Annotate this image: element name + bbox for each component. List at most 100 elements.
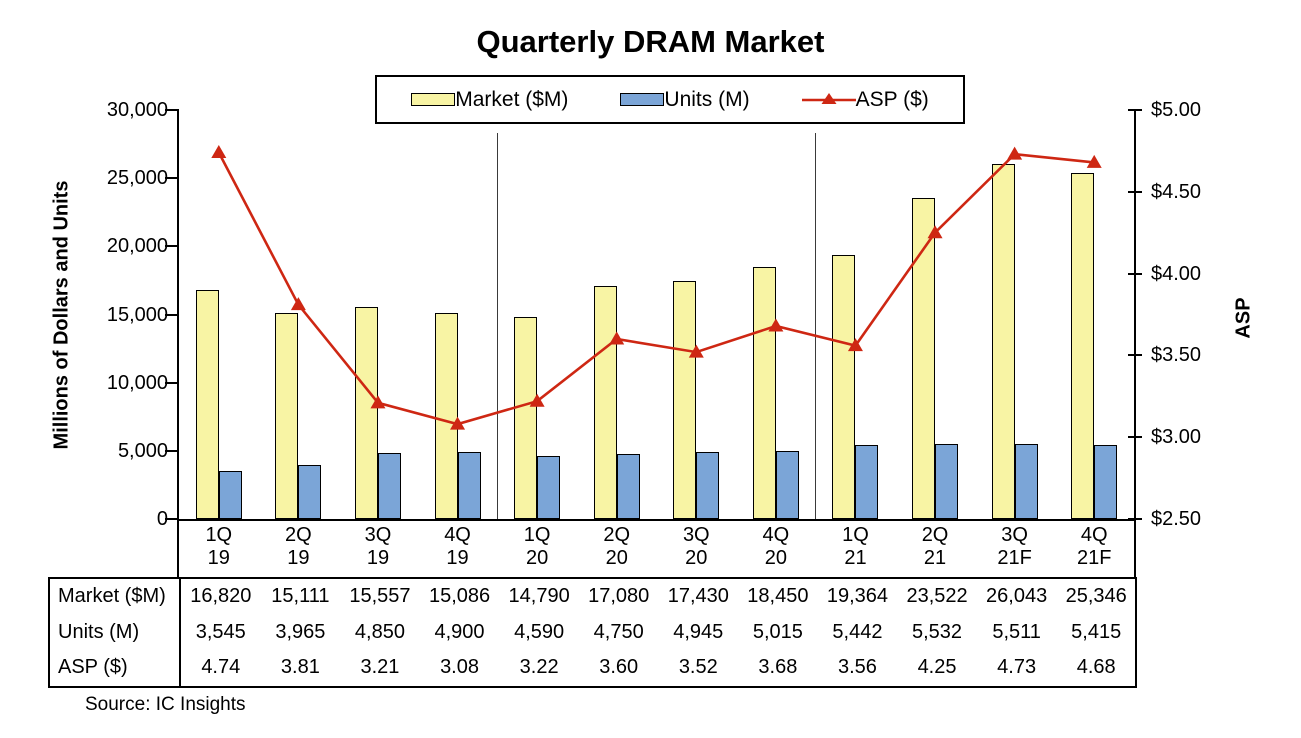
right-axis-tick-label: $5.00 [1151, 99, 1202, 121]
left-axis-tick-label: 5,000 [117, 439, 168, 462]
table-cell: 15,111 [271, 585, 330, 607]
legend: Market ($M) Units (M) ASP ($) [375, 75, 965, 124]
right-axis-tick-label: $4.50 [1151, 180, 1202, 203]
x-axis-label: 1Q 20 [523, 524, 551, 569]
units-bar [537, 456, 561, 519]
left-axis-tick-mark [165, 109, 179, 111]
legend-units-label: Units (M) [664, 87, 750, 111]
legend-market-label: Market ($M) [455, 87, 569, 111]
table-cell: 4,850 [354, 620, 405, 643]
table-cell: 3.08 [440, 656, 479, 679]
table-cell: 3.81 [280, 656, 320, 679]
table-cell: 3.60 [599, 656, 639, 679]
x-axis-label: 3Q 21F [997, 524, 1032, 569]
units-bar [1094, 445, 1118, 519]
table-cell: 15,086 [428, 585, 491, 607]
market-bar [1071, 173, 1095, 519]
plot-inner [179, 110, 1134, 519]
chart-title: Quarterly DRAM Market [476, 24, 825, 59]
right-axis-tick-label: $3.00 [1151, 426, 1202, 449]
data-table: Market ($M) 16,820 15,111 15,557 15,086 14,79… [48, 577, 1137, 688]
asp-point [211, 145, 227, 159]
asp-line [211, 145, 1102, 430]
legend-item-market: Market ($M) [411, 88, 568, 112]
left-axis-tick-label: 10,000 [106, 371, 168, 394]
units-bar [616, 454, 640, 519]
x-axis-label: 4Q 19 [444, 524, 471, 569]
table-cell: 3,545 [195, 620, 246, 643]
right-axis-tick-label: $4.00 [1151, 262, 1202, 285]
right-axis-title: ASP [1232, 297, 1255, 339]
x-axis-label: 3Q 19 [364, 524, 392, 569]
table-cell: 3.68 [758, 656, 798, 679]
table-cell: 3,965 [275, 620, 326, 643]
table-cell: 17,080 [588, 585, 650, 607]
units-bar [775, 450, 799, 519]
table-cell: 4,900 [434, 620, 485, 643]
market-bar [275, 313, 299, 519]
table-label-divider [179, 579, 181, 686]
left-axis-tick-mark [165, 381, 179, 384]
plot-area [177, 110, 1136, 521]
right-axis-tick-mark [1128, 109, 1142, 111]
left-axis-tick-mark [165, 518, 179, 520]
table-cell: 4.68 [1076, 656, 1116, 679]
left-axis-tick-label: 30,000 [106, 99, 168, 121]
table-cell: 25,346 [1065, 585, 1127, 607]
units-bar [218, 470, 242, 519]
market-bar [354, 306, 378, 519]
asp-point [609, 331, 625, 345]
table-cell: 5,532 [912, 620, 963, 643]
units-bar [935, 443, 959, 519]
market-bar [673, 281, 697, 519]
table-cell: 18,450 [747, 585, 809, 607]
right-axis-tick-label: $2.50 [1151, 508, 1202, 530]
x-axis-label: 1Q 19 [205, 524, 233, 569]
legend-item-asp: ASP ($) [801, 88, 929, 112]
x-axis-label: 3Q 20 [682, 524, 710, 569]
table-cell: 4.74 [201, 656, 241, 679]
x-axis-label: 4Q 21F [1076, 524, 1112, 569]
units-bar [377, 452, 401, 519]
table-cell: 15,557 [349, 585, 411, 607]
asp-point [847, 338, 863, 352]
asp-point [1086, 154, 1102, 168]
asp-point [290, 297, 306, 311]
table-cell: 4,590 [514, 620, 565, 643]
year-separator-line [814, 133, 817, 519]
table-cell: 4.73 [997, 656, 1037, 679]
market-bar [832, 255, 856, 519]
asp-point [450, 416, 466, 430]
left-axis-tick-mark [165, 177, 179, 180]
table-cell: 16,820 [190, 585, 252, 607]
table-cell: 5,511 [992, 620, 1041, 643]
table-cell: 4,750 [593, 620, 644, 643]
right-axis-tick-mark [1128, 190, 1142, 193]
table-cell: 4.25 [917, 656, 957, 679]
market-bar [912, 198, 936, 519]
asp-point [768, 318, 784, 332]
units-bar [696, 451, 720, 519]
x-axis-label: 2Q 20 [603, 524, 631, 569]
left-axis-tick-label: 20,000 [106, 235, 168, 258]
left-axis-tick-mark [165, 245, 179, 248]
legend-item-units: Units (M) [620, 87, 750, 112]
table-cell: 17,430 [667, 585, 729, 607]
right-strip-line [1134, 519, 1136, 579]
units-swatch-icon [620, 93, 665, 106]
market-bar [434, 313, 458, 519]
right-axis-tick-mark [1128, 354, 1142, 357]
x-axis-label: 2Q 21 [921, 524, 949, 569]
x-axis-label: 2Q 19 [285, 524, 312, 569]
table-cell: 4,945 [673, 620, 724, 643]
x-axis-label: 4Q 20 [762, 524, 790, 569]
table-cell: 3.22 [519, 656, 559, 679]
left-axis-tick-label: 25,000 [106, 167, 168, 190]
units-bar [1014, 443, 1038, 519]
table-row-label: Units (M) [58, 620, 140, 643]
asp-point [370, 395, 386, 409]
right-axis-tick-mark [1128, 436, 1142, 439]
asp-point [1007, 146, 1023, 160]
x-axis-label: 1Q 21 [842, 524, 869, 569]
